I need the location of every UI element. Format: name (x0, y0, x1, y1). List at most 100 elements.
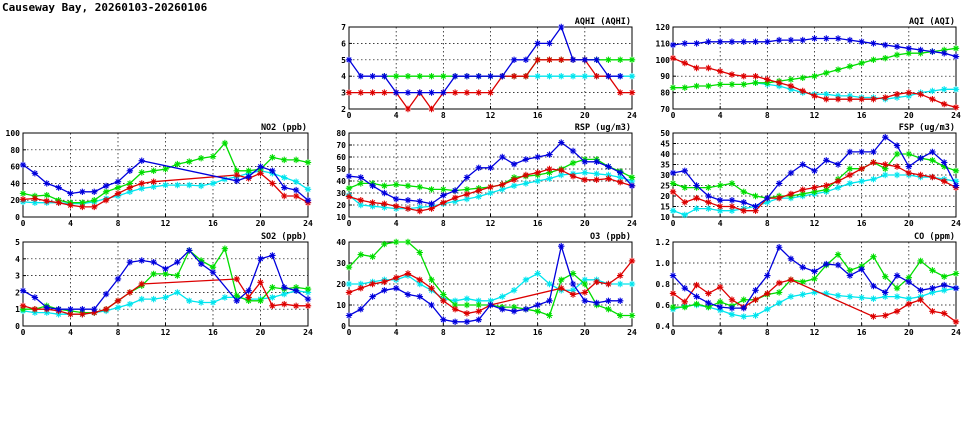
data-point-red (941, 100, 948, 108)
y-tick-label: 6 (341, 39, 346, 48)
data-point-red (487, 183, 494, 191)
data-point-blue (752, 38, 759, 45)
data-point-green (463, 301, 471, 309)
data-point-blue (605, 163, 612, 170)
data-point-cyan (281, 174, 288, 181)
data-point-cyan (475, 297, 482, 304)
data-point-blue (292, 186, 300, 194)
data-point-blue (534, 40, 541, 47)
data-point-blue (416, 293, 423, 300)
x-tick-label: 24 (951, 219, 961, 228)
data-point-red (870, 313, 877, 320)
data-point-red (428, 105, 435, 113)
data-point-blue (257, 163, 264, 170)
data-point-green (114, 184, 122, 191)
data-point-blue (834, 35, 842, 42)
y-tick-label: 0.8 (656, 280, 671, 289)
x-tick-label: 8 (765, 219, 770, 228)
data-point-cyan (952, 178, 960, 185)
data-point-blue (882, 289, 889, 296)
y-tick-label: 7 (341, 23, 346, 32)
data-point-green (669, 180, 677, 187)
x-tick-label: 0 (347, 219, 352, 228)
data-point-green (941, 46, 948, 54)
y-tick-label: 40 (10, 179, 20, 188)
data-point-blue (463, 318, 471, 325)
data-point-red (150, 178, 157, 185)
y-tick-label: 0.4 (656, 322, 671, 331)
data-point-red (269, 302, 276, 310)
data-point-cyan (510, 182, 518, 189)
data-point-red (905, 89, 913, 96)
data-point-red (799, 87, 806, 95)
data-point-red (463, 89, 471, 96)
data-point-blue (233, 177, 240, 185)
data-point-red (605, 175, 612, 182)
y-tick-label: 3 (341, 89, 346, 98)
data-point-blue (440, 316, 447, 323)
data-point-cyan (893, 293, 901, 300)
data-point-green (233, 167, 240, 174)
data-point-green (787, 76, 795, 83)
data-point-green (952, 167, 960, 174)
data-point-blue (716, 38, 724, 45)
data-point-green (269, 154, 276, 161)
data-point-red (705, 64, 712, 72)
data-point-red (728, 203, 736, 210)
data-point-blue (929, 148, 936, 156)
data-point-blue (79, 188, 86, 195)
data-point-green (893, 150, 901, 158)
x-tick-label: 12 (810, 111, 820, 120)
data-point-red (19, 196, 27, 203)
data-point-red (510, 73, 518, 80)
x-tick-label: 4 (394, 111, 399, 120)
data-point-blue (799, 161, 806, 168)
y-tick-label: 70 (336, 141, 346, 150)
data-point-blue (369, 182, 376, 189)
data-point-green (416, 249, 423, 256)
data-point-cyan (558, 171, 565, 179)
data-point-red (787, 276, 795, 283)
data-point-blue (669, 41, 677, 49)
data-point-blue (846, 148, 854, 156)
data-point-red (463, 191, 471, 198)
y-tick-label: 0 (15, 322, 20, 331)
data-point-red (593, 176, 600, 183)
data-point-cyan (292, 178, 300, 185)
data-point-blue (952, 285, 960, 292)
data-point-blue (617, 297, 624, 304)
data-point-blue (917, 287, 924, 294)
data-point-red (823, 95, 830, 103)
data-point-green (705, 82, 712, 90)
data-point-green (834, 66, 842, 73)
data-point-blue (357, 73, 364, 80)
data-point-blue (392, 89, 400, 96)
data-point-blue (728, 304, 736, 312)
data-point-cyan (941, 287, 948, 294)
data-point-cyan (752, 312, 759, 319)
data-point-red (126, 289, 134, 296)
y-tick-label: 20 (10, 196, 20, 205)
data-point-green (882, 165, 889, 172)
data-point-cyan (534, 270, 541, 277)
data-point-red (114, 297, 122, 304)
data-point-red (593, 73, 600, 80)
data-point-blue (669, 272, 677, 279)
data-point-cyan (221, 176, 229, 183)
data-point-blue (681, 285, 688, 292)
data-point-blue (617, 73, 624, 80)
data-point-green (150, 270, 157, 278)
data-point-green (628, 174, 636, 181)
x-tick-label: 4 (68, 219, 73, 228)
data-point-green (209, 153, 217, 160)
data-point-green (941, 163, 948, 170)
data-point-blue (740, 199, 747, 206)
data-point-red (929, 308, 936, 315)
y-tick-label: 50 (336, 165, 346, 174)
data-point-blue (787, 255, 795, 262)
x-tick-label: 8 (116, 219, 121, 228)
data-point-blue (392, 285, 400, 292)
data-point-green (174, 160, 181, 168)
